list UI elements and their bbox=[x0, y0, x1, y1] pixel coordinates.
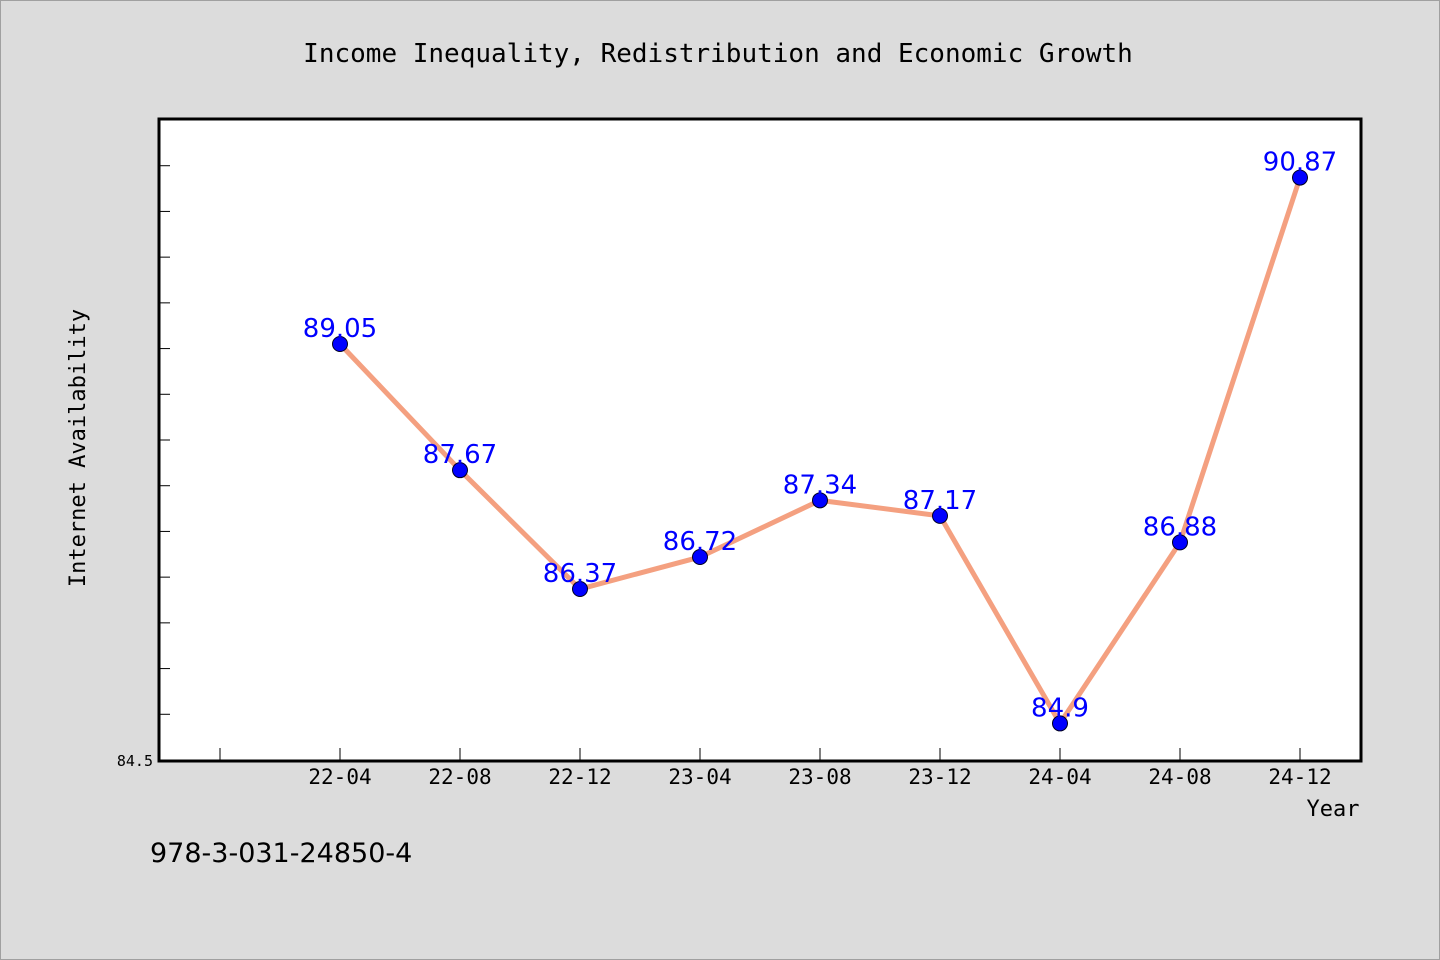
data-label-22-04: 89.05 bbox=[303, 314, 377, 344]
data-point-23-08 bbox=[812, 492, 828, 509]
data-point-22-12 bbox=[572, 581, 588, 598]
series-segment-7 bbox=[1057, 539, 1183, 726]
series-segment-1 bbox=[337, 341, 463, 473]
plot-area bbox=[157, 117, 1363, 763]
x-tick-label-23-04: 23-04 bbox=[668, 765, 731, 789]
x-axis-label: Year bbox=[1307, 797, 1360, 822]
data-label-23-08: 87.34 bbox=[783, 470, 857, 500]
data-point-24-08 bbox=[1172, 534, 1188, 551]
x-axis-ticks bbox=[219, 748, 1301, 760]
data-label-22-08: 87.67 bbox=[423, 440, 497, 470]
chart-title: Income Inequality, Redistribution and Ec… bbox=[303, 39, 1133, 69]
data-point-22-04 bbox=[332, 336, 348, 352]
series-segment-4 bbox=[697, 497, 823, 560]
data-point-23-04 bbox=[692, 549, 708, 566]
data-label-24-04: 84.9 bbox=[1031, 693, 1089, 723]
series-segment-3 bbox=[577, 554, 703, 592]
series-points-group bbox=[332, 169, 1308, 732]
y-axis-ticks bbox=[160, 165, 170, 715]
series-segment-2 bbox=[457, 467, 583, 592]
x-axis-tick-labels: 22-04 22-08 22-12 23-04 23-08 23-12 24-04 24-08… bbox=[308, 765, 1331, 789]
series-segment-8 bbox=[1177, 175, 1303, 545]
data-label-24-12: 90.87 bbox=[1263, 148, 1337, 178]
series-segment-5 bbox=[817, 497, 943, 519]
series-segment-6 bbox=[937, 513, 1063, 726]
x-tick-label-24-08: 24-08 bbox=[1148, 765, 1211, 789]
data-point-23-12 bbox=[932, 507, 948, 524]
data-label-23-12: 87.17 bbox=[903, 486, 977, 516]
series-line-group bbox=[337, 175, 1303, 726]
y-tick-label-min: 84.5 bbox=[117, 752, 153, 770]
data-label-22-12: 86.37 bbox=[543, 559, 617, 589]
x-tick-label-23-12: 23-12 bbox=[908, 765, 971, 789]
data-point-22-08 bbox=[452, 462, 468, 479]
x-tick-label-22-12: 22-12 bbox=[548, 765, 611, 789]
y-axis-label: Internet Availability bbox=[66, 309, 91, 587]
isbn-footer: 978-3-031-24850-4 bbox=[150, 838, 412, 869]
x-tick-label-22-08: 22-08 bbox=[428, 765, 491, 789]
x-tick-label-24-04: 24-04 bbox=[1028, 765, 1091, 789]
data-point-24-04 bbox=[1052, 715, 1068, 732]
x-tick-label-23-08: 23-08 bbox=[788, 765, 851, 789]
x-tick-label-24-12: 24-12 bbox=[1268, 765, 1331, 789]
x-tick-label-22-04: 22-04 bbox=[308, 765, 371, 789]
data-label-23-04: 86.72 bbox=[663, 527, 737, 557]
data-point-24-12 bbox=[1292, 169, 1308, 186]
data-labels-group: 89.05 87.67 86.37 86.72 87.34 87.17 84.9 86.88 9… bbox=[303, 148, 1337, 724]
data-label-24-08: 86.88 bbox=[1143, 512, 1217, 542]
